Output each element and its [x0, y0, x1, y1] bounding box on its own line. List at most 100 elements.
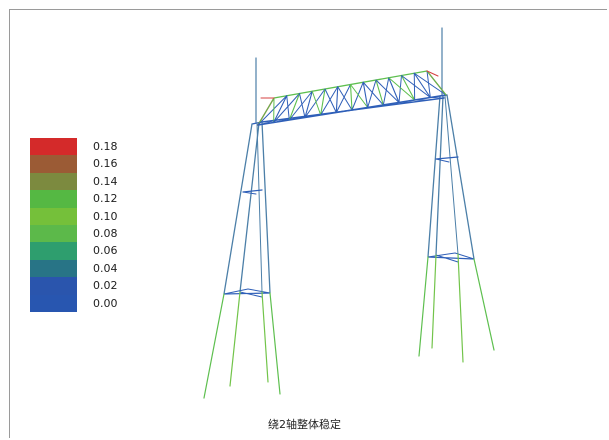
truss-vertical — [257, 97, 275, 126]
truss-vertical — [413, 72, 431, 99]
truss-diagonal — [401, 75, 431, 98]
end-cap — [426, 70, 439, 77]
tower-leg — [256, 122, 263, 293]
truss-diagonal — [320, 86, 339, 116]
truss-diagonal — [288, 90, 313, 121]
lower-leg — [261, 291, 269, 383]
truss-vertical — [335, 86, 339, 114]
color-legend: 0.18 0.16 0.14 0.12 0.10 0.08 0.06 0.04 0.02 0.00 — [30, 138, 140, 312]
lower-leg — [431, 254, 437, 349]
legend-swatch — [30, 207, 77, 225]
legend-row: 0.12 — [30, 190, 140, 208]
truss-vertical — [288, 92, 301, 121]
lower-leg — [418, 256, 429, 357]
deck-brace — [367, 105, 384, 108]
truss-diagonal — [350, 84, 369, 108]
deck-brace — [273, 117, 293, 123]
truss-vertical — [273, 95, 288, 124]
tower-leg — [446, 94, 475, 260]
truss-vertical — [349, 83, 353, 111]
tower-leg — [261, 121, 271, 294]
deck-brace — [351, 107, 369, 111]
truss-diagonal — [337, 86, 353, 111]
deck-brace — [288, 115, 308, 121]
truss-vertical — [375, 79, 384, 106]
lower-leg — [229, 291, 241, 387]
truss-vertical — [400, 74, 416, 101]
truss-vertical — [320, 88, 326, 116]
legend-swatch — [30, 138, 77, 156]
truss-diagonal — [299, 93, 306, 118]
tower-members — [203, 27, 495, 399]
legend-row: 0.10 — [30, 207, 140, 225]
legend-swatch — [30, 277, 77, 295]
tower-brace — [435, 254, 459, 263]
truss-diagonal — [286, 95, 290, 121]
truss-diagonal — [426, 70, 431, 98]
legend-label: 0.18 — [93, 140, 118, 153]
legend-row: 0.02 — [30, 277, 140, 295]
tower-brace — [247, 288, 271, 294]
lower-leg — [473, 258, 495, 351]
tower-brace — [242, 191, 257, 195]
legend-swatch — [30, 155, 77, 173]
legend-row: 0.16 — [30, 155, 140, 173]
tower-leg — [444, 95, 459, 255]
lower-leg — [269, 292, 281, 395]
truss-vertical — [362, 81, 369, 109]
legend-swatch — [30, 224, 77, 243]
truss-diagonal — [324, 88, 337, 113]
legend-label: 0.10 — [93, 209, 118, 223]
tower-leg — [435, 95, 444, 256]
truss-diagonal — [382, 77, 390, 106]
legend-swatch — [30, 242, 77, 260]
legend-swatch — [30, 259, 77, 278]
legend-swatch — [30, 294, 77, 312]
truss-bridge — [257, 70, 447, 126]
tower-brace — [223, 288, 249, 295]
legend-row: 0.18 — [30, 138, 140, 156]
legend-row: 0.08 — [30, 224, 140, 243]
deck-brace — [304, 113, 324, 118]
truss-diagonal — [413, 72, 447, 96]
legend-label: 0.12 — [93, 192, 118, 206]
truss-diagonal — [388, 77, 416, 101]
tower-leg — [223, 123, 253, 295]
truss-diagonal — [375, 79, 400, 103]
tower-brace — [427, 252, 456, 258]
legend-row: 0.06 — [30, 242, 140, 260]
truss-vertical — [304, 90, 313, 119]
diagram-caption: 绕2轴整体稳定 — [268, 418, 341, 431]
legend-label: 0.00 — [93, 296, 118, 310]
lower-leg — [457, 253, 464, 363]
legend-label: 0.02 — [93, 279, 118, 293]
lower-leg — [203, 293, 225, 399]
truss-diagonal — [398, 75, 402, 103]
legend-row: 0.14 — [30, 172, 140, 191]
tower-leg — [239, 122, 260, 293]
legend-label: 0.14 — [93, 174, 118, 188]
legend-swatch — [30, 190, 77, 208]
viewport-frame — [9, 9, 607, 438]
truss-diagonal — [362, 81, 384, 106]
legend-row: 0.04 — [30, 259, 140, 278]
truss-diagonal — [367, 79, 377, 108]
truss-diagonal — [304, 88, 326, 118]
deck-brace — [320, 111, 339, 116]
truss-diagonal — [257, 95, 288, 126]
deck-brace — [429, 97, 445, 99]
truss-diagonal — [351, 81, 364, 111]
tower-leg — [427, 95, 441, 258]
deck-brace — [335, 109, 354, 113]
legend-label: 0.08 — [93, 226, 118, 240]
legend-swatch — [30, 172, 77, 191]
legend-row: 0.00 — [30, 294, 140, 312]
tower-brace — [242, 189, 263, 193]
truss-diagonal — [273, 93, 300, 123]
tower-brace — [435, 156, 459, 160]
truss-vertical — [426, 70, 447, 96]
tower-brace — [239, 291, 263, 298]
deck-brace — [398, 101, 415, 103]
deck-brace — [382, 103, 399, 106]
